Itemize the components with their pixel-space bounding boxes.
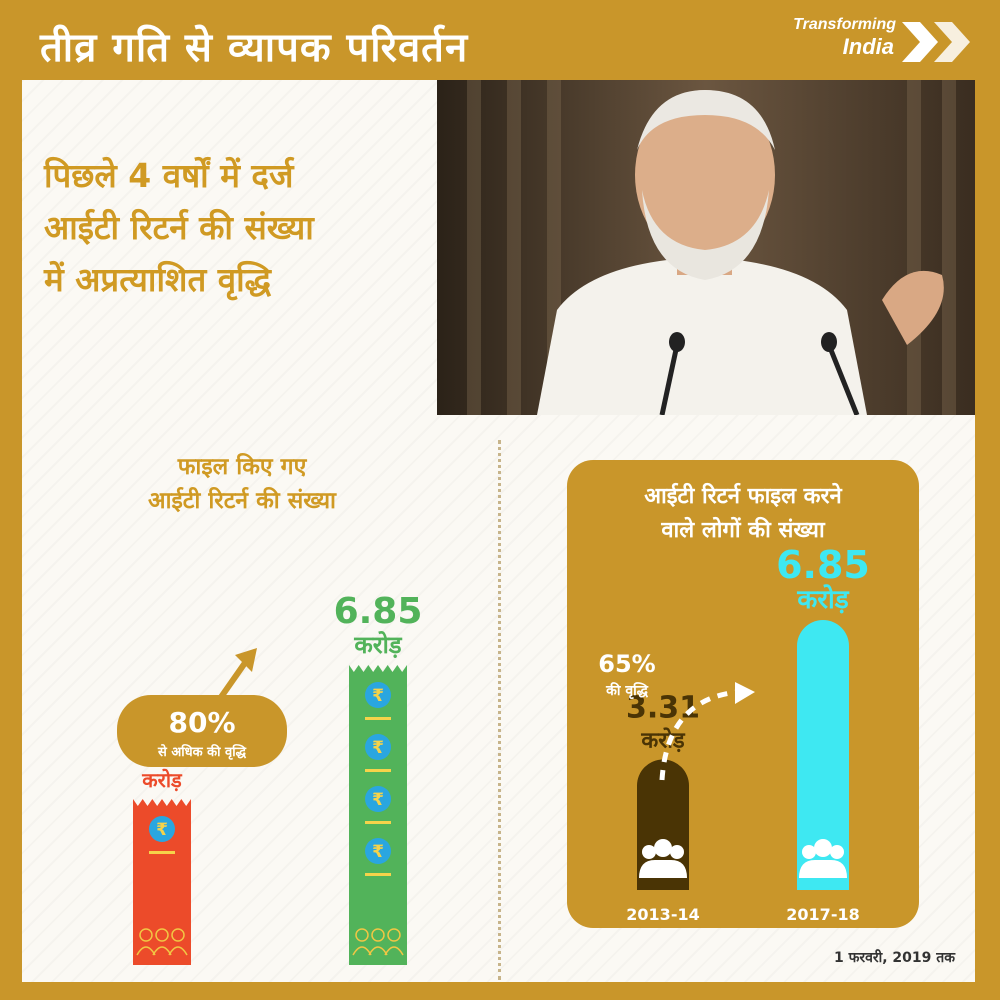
people-icon [639, 860, 687, 878]
rupee-symbol-icon: ₹ [156, 820, 168, 840]
left-chart-title: फाइल किए गए आईटी रिटर्न की संख्या [92, 450, 392, 518]
people-icon [654, 839, 672, 857]
rupee-symbol-icon: ₹ [372, 842, 384, 862]
people-icon [152, 946, 172, 956]
unit-label-2013-14: करोड़ [141, 768, 183, 792]
people-icon [802, 845, 816, 859]
brand-logo: Transforming India [786, 16, 976, 64]
content-panel: पिछले 4 वर्षों में दर्ज आईटी रिटर्न की स… [22, 80, 975, 982]
people-icon [799, 860, 847, 878]
bar-2017-18 [797, 620, 849, 890]
rupee-coin-icon [149, 816, 175, 843]
growth-bubble [117, 695, 287, 767]
growth-percent: 80% [168, 706, 235, 739]
people-icon [368, 946, 388, 956]
people-icon [136, 946, 156, 956]
growth-text: की वृद्धि [605, 682, 649, 700]
left-chart-title-line1: फाइल किए गए [177, 454, 307, 480]
coin-dash [365, 769, 391, 772]
coin-dash [149, 851, 175, 855]
growth-arrowhead-icon [735, 682, 755, 704]
bar-2017-18 [349, 665, 407, 965]
chevrons-icon [902, 22, 970, 62]
unit-label-2017-18: करोड़ [796, 584, 849, 615]
column-divider [498, 440, 501, 980]
people-icon [642, 845, 656, 859]
brand-line2: India [842, 34, 894, 59]
category-label-2013-14: 2013-14 [626, 905, 699, 924]
brand-line1: Transforming [793, 16, 896, 33]
rupee-coin-icon [365, 734, 391, 760]
people-icon [814, 839, 832, 857]
headline-line1: पिछले 4 वर्षों में दर्ज [44, 156, 294, 195]
speaker-photo [437, 80, 975, 415]
headline-line3: में अप्रत्याशित वृद्धि [44, 260, 272, 299]
right-chart-title: आईटी रिटर्न फाइल करने वाले लोगों की संख्… [567, 480, 919, 548]
people-icon [139, 928, 153, 942]
headline: पिछले 4 वर्षों में दर्ज आईटी रिटर्न की स… [44, 150, 434, 306]
right-chart-title-line2: वाले लोगों की संख्या [661, 518, 825, 543]
unit-label-2013-14: करोड़ [640, 727, 686, 754]
people-icon [830, 845, 844, 859]
coin-dash [365, 717, 391, 720]
people-icon [384, 946, 404, 956]
growth-text: से अधिक की वृद्धि [157, 744, 247, 760]
people-icon [352, 946, 372, 956]
value-label-2017-18: 6.85 [776, 543, 870, 587]
coin-dash [365, 873, 391, 876]
people-icon [355, 928, 369, 942]
people-icon [168, 946, 188, 956]
value-label-2017-18: 6.85 [334, 591, 423, 632]
as-of-date: 1 फरवरी, 2019 तक [833, 950, 955, 966]
speaker-illustration [437, 80, 975, 415]
right-chart-box: आईटी रिटर्न फाइल करने वाले लोगों की संख्… [567, 460, 919, 928]
growth-percent: 65% [598, 650, 655, 678]
growth-arrow [659, 689, 738, 781]
unit-label-2017-18: करोड़ [353, 631, 402, 659]
bar-2013-14 [133, 799, 191, 965]
rupee-symbol-icon: ₹ [372, 790, 384, 810]
people-icon [670, 845, 684, 859]
rupee-coin-icon [365, 682, 391, 708]
people-icon [155, 928, 169, 942]
left-bar-chart: ₹3.79करोड़2013-14₹₹₹₹6.85करोड़2017-1880%… [117, 591, 423, 965]
category-label-2017-18: 2017-18 [786, 905, 859, 924]
right-chart-title-line1: आईटी रिटर्न फाइल करने [644, 484, 842, 509]
rupee-coin-icon [365, 838, 391, 864]
left-chart-title-line2: आईटी रिटर्न की संख्या [147, 488, 336, 514]
value-label-2013-14: 3.31 [626, 691, 700, 726]
growth-arrowhead-icon [235, 648, 257, 672]
people-icon [171, 928, 185, 942]
people-icon [371, 928, 385, 942]
rupee-symbol-icon: ₹ [372, 686, 384, 706]
people-icon [387, 928, 401, 942]
rupee-coin-icon [365, 786, 391, 812]
coin-dash [365, 821, 391, 824]
rupee-symbol-icon: ₹ [372, 738, 384, 758]
headline-line2: आईटी रिटर्न की संख्या [44, 208, 314, 247]
page-title: तीव्र गति से व्यापक परिवर्तन [40, 25, 469, 71]
